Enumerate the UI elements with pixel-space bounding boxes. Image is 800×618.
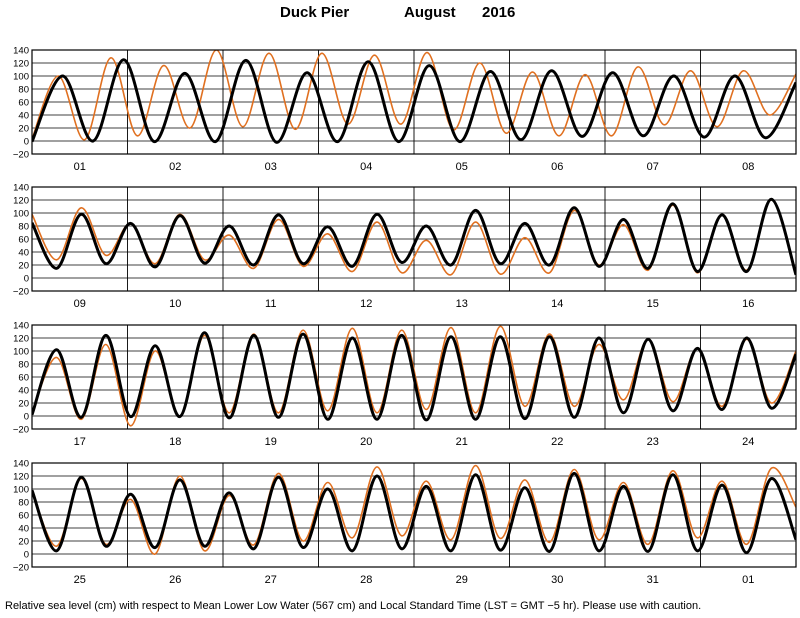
y-tick-label: 100 [13, 347, 29, 358]
y-tick-label: 40 [18, 386, 29, 397]
y-tick-label: 0 [24, 137, 29, 148]
series-line-observed [32, 464, 796, 555]
x-tick-label: 26 [169, 574, 181, 586]
y-tick-label: 140 [13, 46, 29, 57]
x-tick-label: 21 [456, 436, 468, 448]
panel-frame [31, 462, 797, 568]
y-tick-label: 60 [18, 511, 29, 522]
x-tick-label: 09 [74, 298, 86, 310]
x-tick-label: 27 [265, 574, 277, 586]
y-tick-label: 140 [13, 321, 29, 332]
y-tick-label: 20 [18, 537, 29, 548]
y-tick-label: 80 [18, 360, 29, 371]
y-tick-label: 40 [18, 248, 29, 259]
x-tick-label: 20 [360, 436, 372, 448]
y-tick-label: 60 [18, 235, 29, 246]
y-tick-label: 80 [18, 498, 29, 509]
x-tick-label: 12 [360, 298, 372, 310]
y-tick-label: 100 [13, 485, 29, 496]
x-tick-label: 05 [456, 161, 468, 173]
chart-title: Duck Pier August 2016 [0, 4, 800, 26]
x-tick-label: 06 [551, 161, 563, 173]
x-tick-label: 30 [551, 574, 563, 586]
x-tick-label: 31 [647, 574, 659, 586]
x-tick-label: 23 [647, 436, 659, 448]
series-line-predicted [32, 58, 796, 144]
panel-frame [31, 324, 797, 430]
y-tick-label: 100 [13, 72, 29, 83]
x-tick-label: 14 [551, 298, 563, 310]
y-tick-label: −20 [13, 287, 29, 298]
panel-frame [31, 49, 797, 155]
y-tick-label: 60 [18, 373, 29, 384]
y-tick-label: 120 [13, 334, 29, 345]
y-tick-label: 80 [18, 85, 29, 96]
x-tick-label: 08 [742, 161, 754, 173]
y-tick-label: 20 [18, 124, 29, 135]
y-tick-label: 140 [13, 183, 29, 194]
x-tick-label: 29 [456, 574, 468, 586]
x-tick-label: 07 [647, 161, 659, 173]
y-tick-label: 120 [13, 472, 29, 483]
y-tick-label: 0 [24, 274, 29, 285]
series-line-predicted [32, 331, 796, 422]
x-tick-label: 01 [742, 574, 754, 586]
x-tick-label: 10 [169, 298, 181, 310]
y-tick-label: 120 [13, 59, 29, 70]
y-tick-label: 60 [18, 98, 29, 109]
x-tick-label: 24 [742, 436, 754, 448]
y-tick-label: 40 [18, 111, 29, 122]
series-line-observed [32, 50, 796, 141]
series-line-predicted [32, 471, 796, 555]
x-tick-label: 01 [74, 161, 86, 173]
chart-year: 2016 [482, 4, 516, 21]
chart-caption: Relative sea level (cm) with respect to … [5, 600, 702, 612]
y-tick-label: 0 [24, 412, 29, 423]
x-tick-label: 15 [647, 298, 659, 310]
x-tick-label: 04 [360, 161, 372, 173]
x-tick-label: 25 [74, 574, 86, 586]
x-tick-label: 19 [265, 436, 277, 448]
chart-month: August [404, 4, 456, 21]
x-tick-label: 17 [74, 436, 86, 448]
x-tick-label: 03 [265, 161, 277, 173]
x-tick-label: 02 [169, 161, 181, 173]
y-tick-label: 20 [18, 261, 29, 272]
y-tick-label: 20 [18, 399, 29, 410]
y-tick-label: 140 [13, 459, 29, 470]
y-tick-label: 0 [24, 550, 29, 561]
y-tick-label: −20 [13, 563, 29, 574]
x-tick-label: 22 [551, 436, 563, 448]
x-tick-label: 16 [742, 298, 754, 310]
x-tick-label: 11 [265, 298, 276, 310]
x-tick-label: 18 [169, 436, 181, 448]
y-tick-label: 40 [18, 524, 29, 535]
panel-frame [31, 186, 797, 292]
y-tick-label: 100 [13, 209, 29, 220]
y-tick-label: 120 [13, 196, 29, 207]
x-tick-label: 28 [360, 574, 372, 586]
series-line-predicted [32, 197, 796, 276]
x-tick-label: 13 [456, 298, 468, 310]
y-tick-label: 80 [18, 222, 29, 233]
y-tick-label: −20 [13, 425, 29, 436]
station-name: Duck Pier [280, 4, 350, 21]
y-tick-label: −20 [13, 150, 29, 161]
